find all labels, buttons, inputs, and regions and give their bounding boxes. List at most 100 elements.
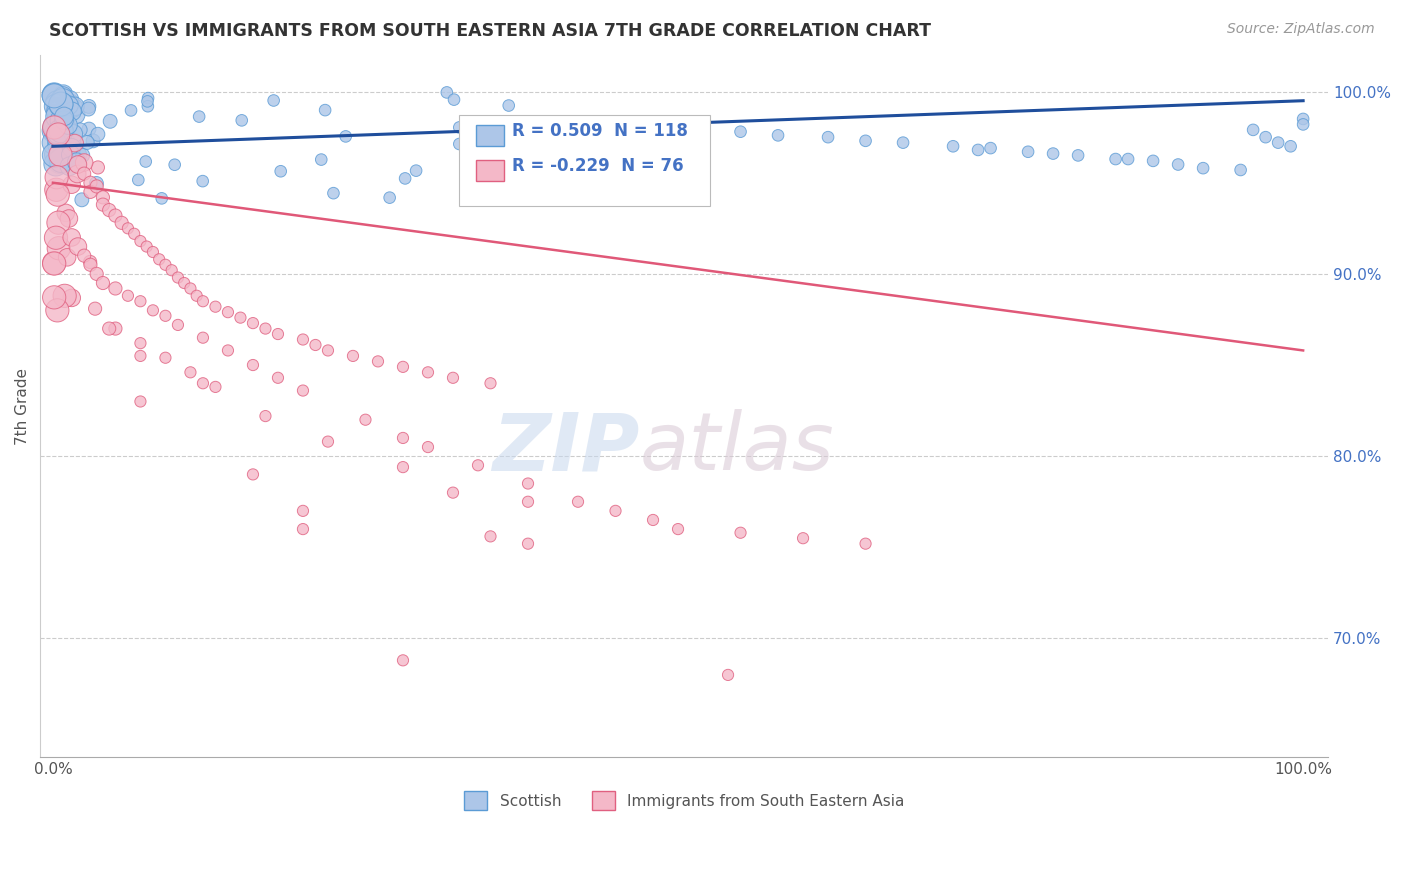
Point [44,256,66,270]
Text: R = -0.229  N = 76: R = -0.229 N = 76 [512,157,683,175]
Point [98,321,121,335]
Point [51,153,73,168]
Point [482,128,505,142]
Point [479,376,502,391]
Point [792,531,814,545]
Point [77,122,100,136]
Point [267,371,290,385]
Point [44,88,66,103]
Point [378,191,401,205]
Point [46,110,69,124]
Point [60,291,83,305]
Point [167,270,190,285]
Point [87,128,110,142]
Point [56,118,79,132]
Point [322,186,344,201]
Point [967,143,990,157]
Point [60,178,83,192]
Point [1279,139,1302,153]
Point [98,114,121,128]
Point [354,413,377,427]
Point [66,148,89,162]
Point [191,331,214,345]
Point [666,121,689,136]
Text: R = 0.509  N = 118: R = 0.509 N = 118 [512,122,688,140]
Point [1142,153,1164,168]
Point [111,216,134,230]
Point [62,101,84,115]
Point [59,96,82,111]
Point [1192,161,1215,176]
Point [567,494,589,508]
Point [441,485,464,500]
Point [1267,136,1289,150]
Point [51,113,73,128]
Point [443,93,465,107]
Point [129,394,152,409]
Point [60,135,83,149]
Point [76,136,98,150]
Point [942,139,965,153]
Point [314,103,336,117]
Point [52,89,75,103]
Point [179,365,201,379]
Point [58,159,80,173]
Point [129,294,152,309]
Point [129,349,152,363]
Point [122,227,145,241]
Point [59,148,82,162]
Point [55,206,77,220]
Point [479,529,502,543]
Point [335,129,357,144]
Point [367,354,389,368]
Point [44,124,66,138]
Point [45,99,67,113]
Point [52,123,75,137]
Point [53,289,76,303]
Point [65,108,87,122]
Point [148,252,170,267]
Point [51,108,73,122]
Point [86,267,108,281]
Point [44,290,66,304]
Point [392,653,415,667]
Point [467,458,489,473]
FancyBboxPatch shape [475,161,503,181]
Point [498,98,520,112]
Point [242,316,264,330]
Point [77,99,100,113]
Point [46,95,69,110]
Point [204,380,226,394]
Point [855,536,877,550]
Y-axis label: 7th Grade: 7th Grade [15,368,30,444]
Point [1104,152,1126,166]
Point [44,120,66,134]
Point [91,276,114,290]
Text: SCOTTISH VS IMMIGRANTS FROM SOUTH EASTERN ASIA 7TH GRADE CORRELATION CHART: SCOTTISH VS IMMIGRANTS FROM SOUTH EASTER… [49,22,931,40]
Point [77,102,100,116]
Point [291,384,314,398]
Point [60,141,83,155]
Point [53,124,76,138]
Point [49,154,72,169]
Point [163,158,186,172]
Point [45,157,67,171]
Point [242,467,264,482]
Point [155,258,177,272]
Point [49,135,72,149]
Point [436,86,458,100]
Point [135,154,157,169]
Point [44,87,66,102]
Point [79,258,101,272]
Point [45,125,67,139]
Point [117,289,139,303]
Point [855,134,877,148]
Point [44,88,66,103]
Point [186,289,208,303]
Point [56,250,79,264]
Point [217,305,239,319]
Point [104,209,127,223]
Point [160,263,183,277]
Point [48,105,70,120]
Point [179,281,201,295]
